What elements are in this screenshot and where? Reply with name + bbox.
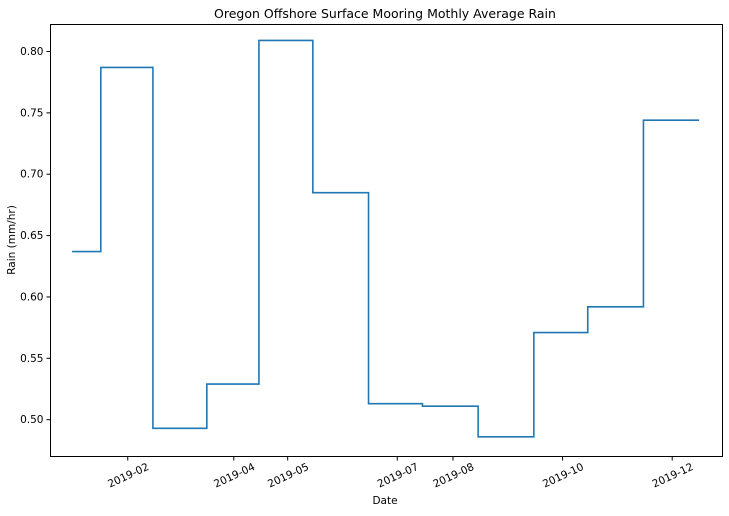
- y-axis: 0.50 0.55 0.60 0.65 0.70 0.75 0.80: [20, 46, 51, 426]
- x-tick-label: 2019-12: [651, 461, 696, 490]
- x-axis-label: Date: [372, 495, 397, 507]
- x-axis: 2019-02 2019-04 2019-05 2019-07 2019-08 2019-…: [106, 456, 696, 491]
- y-tick-label: 0.55: [20, 353, 43, 365]
- y-tick-label: 0.65: [20, 230, 43, 242]
- y-tick-label: 0.70: [20, 169, 43, 181]
- y-tick-label: 0.60: [20, 291, 43, 303]
- rain-step-line: [72, 39, 700, 438]
- x-tick-label: 2019-10: [541, 461, 586, 490]
- y-tick-label: 0.50: [20, 414, 43, 426]
- plot-area-frame: [50, 24, 723, 457]
- series-layer: [72, 39, 700, 438]
- y-tick-label: 0.75: [20, 107, 43, 119]
- x-tick-label: 2019-07: [376, 461, 421, 490]
- y-axis-label: Rain (mm/hr): [6, 205, 18, 275]
- chart-title: Oregon Offshore Surface Mooring Mothly A…: [214, 6, 556, 21]
- x-tick-label: 2019-05: [266, 461, 311, 490]
- x-tick-label: 2019-08: [431, 461, 476, 490]
- x-tick-label: 2019-04: [212, 461, 257, 491]
- y-tick-label: 0.80: [20, 46, 43, 58]
- x-tick-label: 2019-02: [106, 461, 151, 490]
